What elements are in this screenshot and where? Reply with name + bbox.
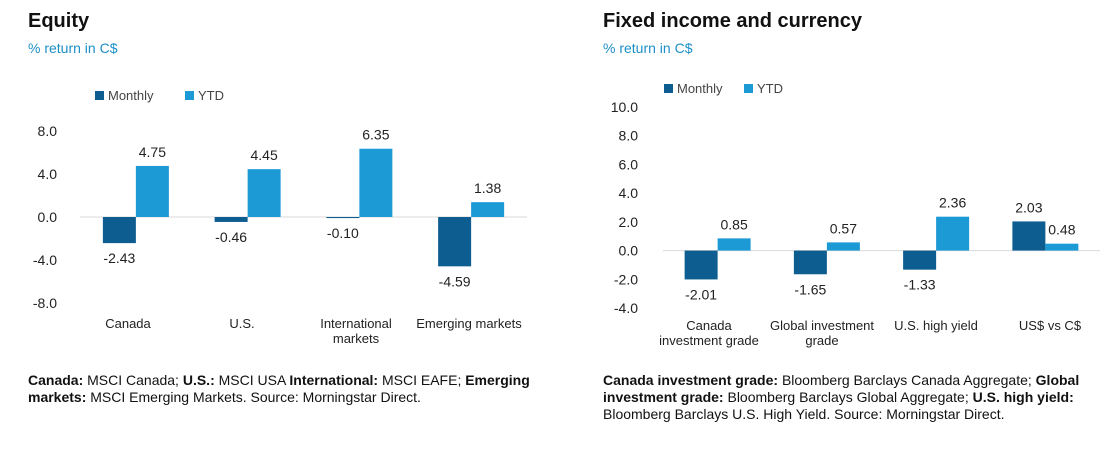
equity-subtitle: % return in C$ [28,40,118,56]
x-category-label: Emerging markets [416,316,522,331]
footnote-text: MSCI EAFE; [378,372,466,388]
footnote-text: Bloomberg Barclays Global Aggregate; [723,389,973,405]
data-label: 1.38 [474,180,501,196]
legend-swatch-ytd [185,91,194,100]
y-tick-label: 2.0 [619,214,639,230]
bar-monthly [684,250,718,280]
footnote-label: U.S. high yield: [972,389,1074,405]
y-tick-label: 10.0 [611,99,638,115]
data-label: 2.36 [939,195,966,211]
bar-ytd [359,148,393,217]
bar-monthly [214,217,248,222]
bar-ytd [936,216,970,251]
legend-label-monthly: Monthly [677,81,723,96]
bar-ytd [135,165,169,217]
y-tick-label: -8.0 [33,295,57,311]
equity-title: Equity [28,10,90,32]
data-label: -0.10 [327,225,359,241]
bar-monthly [903,250,937,270]
y-tick-label: -4.0 [33,252,57,268]
footnote-label: Emerging markets: [28,372,530,405]
equity-chart: Monthly YTD 8.0 4.0 0.0 -4.0 -8.0 -2.43 4.75 Cana… [33,88,527,346]
y-tick-label: -2.0 [614,271,638,287]
data-label: -0.46 [215,229,247,245]
data-label: 6.35 [362,127,389,143]
x-category-label: US$ vs C$ [1019,318,1082,333]
footnote-text: Bloomberg Barclays U.S. High Yield. Sour… [603,406,1005,422]
bar-ytd [471,202,505,217]
data-label: 0.57 [830,220,857,236]
x-category-label: International [320,316,392,331]
footnote-text: MSCI USA [214,372,290,388]
data-label: 4.45 [251,147,278,163]
data-label: -1.33 [904,277,936,293]
y-tick-label: 6.0 [619,156,639,172]
x-category-label: grade [805,333,838,348]
footnote-label: Canada: [28,372,84,388]
bar-ytd [826,242,860,251]
x-category-label: Global investment [770,318,874,333]
y-tick-label: 8.0 [38,123,58,139]
bar-ytd [247,169,281,217]
legend-label-ytd: YTD [757,81,783,96]
data-label: -1.65 [794,281,826,297]
y-tick-label: 4.0 [619,185,639,201]
footnote-label: Global investment grade: [603,372,1080,405]
x-category-label: U.S. [229,316,254,331]
legend-label-ytd: YTD [198,88,224,103]
legend-label-monthly: Monthly [108,88,154,103]
fixed-income-footnote: Canada investment grade: Bloomberg Barcl… [603,372,1113,423]
y-tick-label: 4.0 [38,166,58,182]
data-label: 0.85 [721,216,748,232]
data-label: 4.75 [139,144,166,160]
footnote-text: MSCI Emerging Markets. Source: Morningst… [86,389,421,405]
bar-ytd [717,238,751,251]
bar-monthly [793,250,827,275]
footnote-label: International: [289,372,379,388]
fixed-income-chart: Monthly YTD 10.0 8.0 6.0 4.0 2.0 0.0 -2.0 -4.0 -2.… [611,81,1100,348]
bar-monthly [438,217,472,267]
footnote-label: U.S.: [182,372,215,388]
footnote-label: Canada investment grade: [603,372,779,388]
footnote-text: Bloomberg Barclays Canada Aggregate; [778,372,1036,388]
y-tick-label: 0.0 [619,243,639,259]
legend-swatch-monthly [664,84,673,93]
x-category-label: investment grade [659,333,759,348]
data-label: 0.48 [1048,222,1075,238]
y-tick-label: 0.0 [38,209,58,225]
bar-monthly [102,217,136,244]
fixed-income-panel: Fixed income and currency % return in C$… [580,0,1117,453]
bar-monthly [326,217,360,219]
data-label: 2.03 [1015,199,1042,215]
equity-footnote: Canada: MSCI Canada; U.S.: MSCI USA Inte… [28,372,548,406]
data-label: -2.01 [685,286,717,302]
y-tick-label: -4.0 [614,300,638,316]
x-category-label: U.S. high yield [894,318,978,333]
data-label: -2.43 [103,250,135,266]
legend-swatch-ytd [744,84,753,93]
y-tick-label: 8.0 [619,128,639,144]
bar-ytd [1045,243,1079,251]
legend-swatch-monthly [95,91,104,100]
footnote-text: MSCI Canada; [83,372,183,388]
x-category-label: Canada [686,318,732,333]
x-category-label: markets [333,331,380,346]
fixed-income-subtitle: % return in C$ [603,40,693,56]
data-label: -4.59 [439,273,471,289]
x-category-label: Canada [105,316,151,331]
fixed-income-title: Fixed income and currency [603,10,862,32]
equity-panel: Equity % return in C$ Monthly YTD 8.0 4.0 0.… [28,10,548,406]
bar-monthly [1012,221,1046,251]
